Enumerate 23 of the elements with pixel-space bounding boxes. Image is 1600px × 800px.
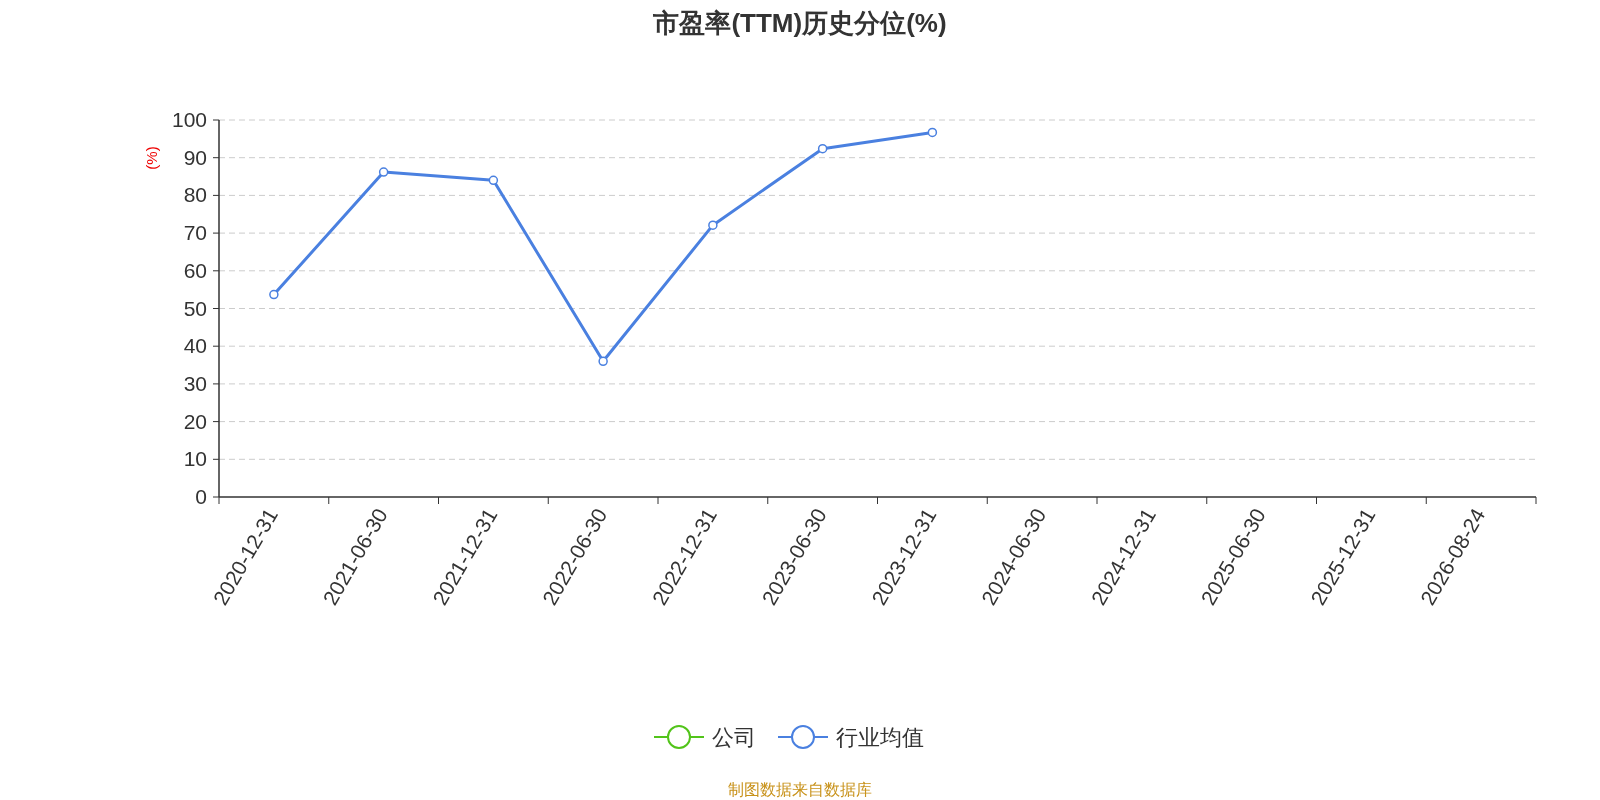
chart-title: 市盈率(TTM)历史分位(%) xyxy=(652,8,947,38)
legend-label: 行业均值 xyxy=(836,725,924,750)
y-tick-label: 70 xyxy=(183,221,207,245)
y-tick-label: 20 xyxy=(183,409,207,433)
point xyxy=(708,220,718,230)
point xyxy=(927,127,938,138)
text: 制图数据来自数据库 xyxy=(728,781,872,798)
point xyxy=(378,167,389,177)
point xyxy=(488,175,499,186)
point xyxy=(269,289,279,300)
y-tick-label: 30 xyxy=(183,371,207,395)
y-tick-label: 100 xyxy=(171,108,207,131)
y-tick-label: 50 xyxy=(183,296,207,320)
y-tick-label: 90 xyxy=(183,145,207,169)
y-tick-label: 60 xyxy=(183,258,207,282)
y-tick-label: 40 xyxy=(183,334,207,358)
point xyxy=(598,356,608,367)
y-tick-label: 10 xyxy=(183,447,207,471)
y-axis-title: (%) xyxy=(143,146,160,170)
y-tick-label: 0 xyxy=(195,485,207,508)
legend-label: 公司 xyxy=(712,725,756,750)
y-tick-label: 80 xyxy=(183,183,207,207)
point xyxy=(817,143,828,154)
